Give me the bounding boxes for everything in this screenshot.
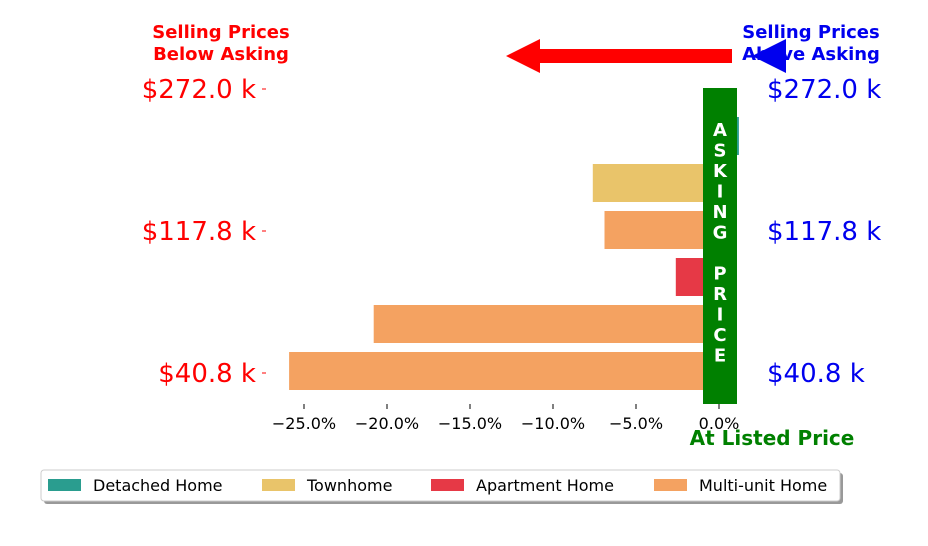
asking-price-letter: I <box>717 182 724 203</box>
x-tick-label: −25.0% <box>272 414 336 433</box>
right-price-label: $272.0 k <box>767 75 881 105</box>
right-price-labels: $272.0 k $117.8 k $40.8 k <box>767 75 881 389</box>
bars <box>289 117 739 390</box>
right-price-label: $117.8 k <box>767 217 881 247</box>
left-price-labels: $272.0 k $117.8 k $40.8 k <box>142 75 266 389</box>
x-tick-label: −20.0% <box>355 414 419 433</box>
asking-price-column <box>703 88 737 404</box>
left-price-label: $40.8 k <box>158 359 256 389</box>
x-tick-label: −5.0% <box>609 414 663 433</box>
bar-multi-unit-home <box>604 211 719 249</box>
asking-price-letter: N <box>712 202 727 223</box>
below-asking-title-line2: Below Asking <box>153 44 289 65</box>
legend-swatch <box>431 479 464 491</box>
legend-swatch <box>654 479 687 491</box>
legend-label: Apartment Home <box>476 476 614 495</box>
x-tick-label: −10.0% <box>521 414 585 433</box>
legend: Detached Home Townhome Apartment Home Multi… <box>40 469 843 504</box>
below-asking-title-line1: Selling Prices <box>152 22 289 43</box>
asking-price-letter: C <box>713 325 726 346</box>
legend-label: Detached Home <box>93 476 223 495</box>
above-asking-arrow <box>752 39 786 73</box>
asking-price-letter: S <box>714 141 727 162</box>
legend-swatch <box>262 479 295 491</box>
left-price-label: $272.0 k <box>142 75 256 105</box>
bar-multi-unit-home <box>373 305 719 343</box>
asking-price-letter: R <box>713 284 727 305</box>
asking-price-letter: G <box>713 223 728 244</box>
left-price-label: $117.8 k <box>142 217 256 247</box>
asking-price-letter: P <box>713 264 726 285</box>
above-asking-title-line1: Selling Prices <box>742 22 879 43</box>
x-axis-ticks: −25.0% −20.0% −15.0% −10.0% −5.0% 0.0% <box>272 404 739 433</box>
asking-price-letter: I <box>717 305 724 326</box>
asking-price-letter: K <box>713 161 728 182</box>
asking-price-letter: A <box>713 120 727 141</box>
bar-townhome <box>592 164 719 202</box>
right-price-label: $40.8 k <box>767 359 865 389</box>
legend-label: Townhome <box>306 476 392 495</box>
x-tick-label: 0.0% <box>699 414 740 433</box>
bar-multi-unit-home <box>289 352 719 390</box>
legend-swatch <box>48 479 81 491</box>
x-tick-label: −15.0% <box>438 414 502 433</box>
below-asking-arrow <box>506 39 732 73</box>
at-listed-price-label: At Listed Price <box>690 426 855 450</box>
asking-price-letter: E <box>714 346 726 367</box>
legend-label: Multi-unit Home <box>699 476 827 495</box>
